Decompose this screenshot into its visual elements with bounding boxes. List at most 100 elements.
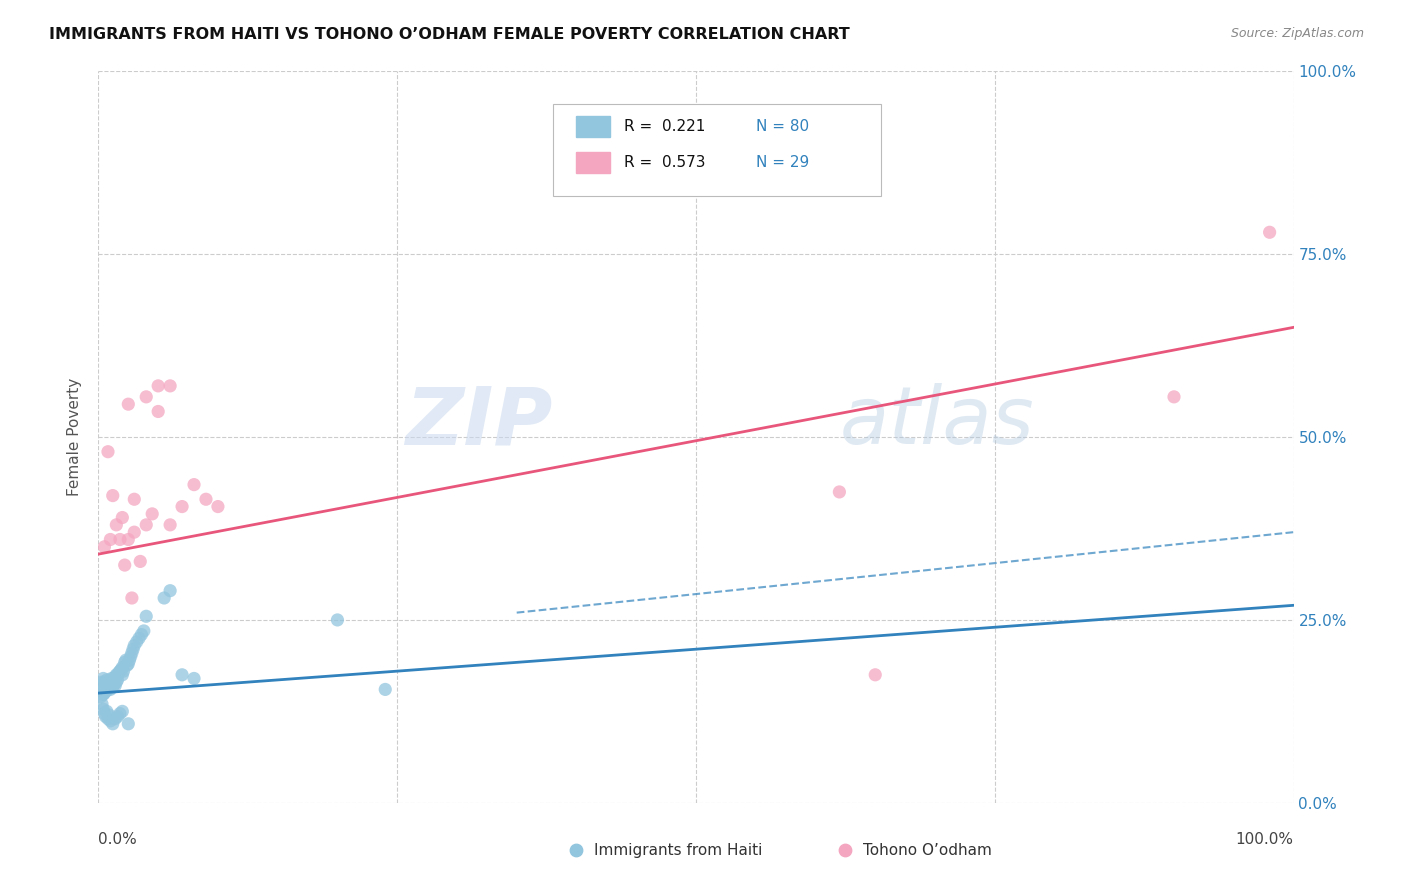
Point [114,656,136,670]
Point [91,688,114,702]
Point [93,679,115,693]
Point [94,709,117,723]
Point [98,677,121,691]
Point [124,525,146,540]
Point [108,664,131,678]
Point [103,673,125,687]
Text: Tohono O’odham: Tohono O’odham [863,843,993,858]
Point [195,492,218,507]
Point [94,677,117,691]
Point [112,664,135,678]
Point [101,716,124,731]
Point [103,677,125,691]
Point [94,684,117,698]
Point [101,680,124,694]
Point [148,404,170,418]
Point [141,507,163,521]
Point [93,540,115,554]
Point [90,679,112,693]
Point [1258,225,1281,239]
Point [111,705,134,719]
Point [565,843,588,857]
Point [131,627,153,641]
Point [125,635,148,649]
Point [91,677,114,691]
Point [117,533,139,547]
Point [96,705,118,719]
Point [105,675,128,690]
Text: IMMIGRANTS FROM HAITI VS TOHONO O’ODHAM FEMALE POVERTY CORRELATION CHART: IMMIGRANTS FROM HAITI VS TOHONO O’ODHAM … [49,27,851,42]
Text: atlas: atlas [839,384,1035,461]
Point [97,675,120,690]
Point [117,397,139,411]
Point [865,667,887,681]
Point [118,653,141,667]
Point [91,675,114,690]
Point [128,632,150,646]
FancyBboxPatch shape [553,104,882,195]
Point [148,379,170,393]
Point [96,677,118,691]
Point [135,390,157,404]
Text: 100.0%: 100.0% [1236,832,1294,847]
Point [98,680,121,694]
Point [122,642,145,657]
Point [91,686,114,700]
Point [98,714,122,728]
Point [172,500,194,514]
Point [132,624,155,638]
Point [97,682,120,697]
Point [100,677,122,691]
Point [101,675,124,690]
Point [111,510,134,524]
Text: 0.0%: 0.0% [98,832,138,847]
Point [121,646,143,660]
Point [135,609,157,624]
Point [108,533,131,547]
Point [97,444,120,458]
Point [135,517,157,532]
Point [91,702,114,716]
Point [117,657,139,671]
Text: R =  0.221: R = 0.221 [624,119,706,134]
Point [326,613,349,627]
Point [91,680,114,694]
Point [159,517,181,532]
Point [129,554,152,568]
Point [183,477,205,491]
Point [93,675,115,690]
Point [124,639,146,653]
Point [100,672,122,686]
Point [111,660,134,674]
Point [105,517,128,532]
Point [91,697,114,711]
Text: Source: ZipAtlas.com: Source: ZipAtlas.com [1230,27,1364,40]
Point [104,712,127,726]
Point [159,583,181,598]
Point [89,682,111,697]
Point [107,709,129,723]
Point [153,591,176,605]
Point [91,682,114,697]
Point [96,682,118,697]
Point [121,591,143,605]
Point [91,672,114,686]
Point [101,489,124,503]
Point [117,716,139,731]
Point [183,672,205,686]
Text: Immigrants from Haiti: Immigrants from Haiti [595,843,763,858]
Point [107,667,129,681]
Point [93,686,115,700]
Point [98,682,122,697]
Point [107,665,129,680]
Point [207,500,229,514]
Point [104,670,127,684]
Point [124,492,146,507]
Text: ZIP: ZIP [405,384,553,461]
Y-axis label: Female Poverty: Female Poverty [67,378,83,496]
Point [172,667,194,681]
Bar [576,116,610,136]
Point [834,843,856,857]
Point [93,682,115,697]
Point [97,679,120,693]
